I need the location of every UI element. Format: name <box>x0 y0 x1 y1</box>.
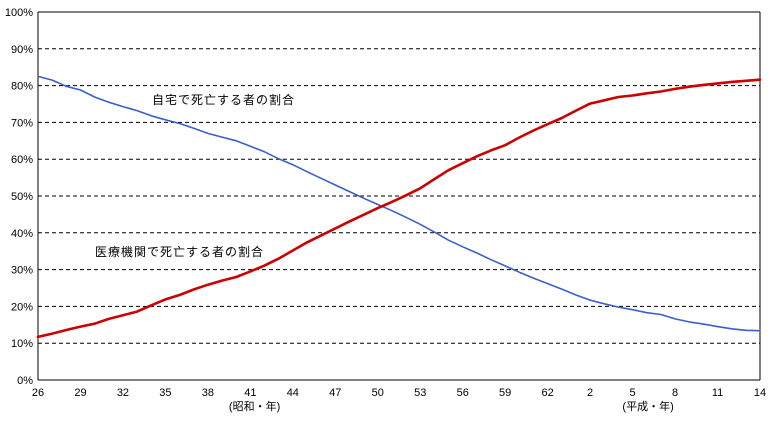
y-tick-label: 70% <box>11 117 33 129</box>
x-tick-label: 5 <box>630 387 636 399</box>
x-tick-label: 26 <box>32 387 44 399</box>
x-tick-label: 29 <box>74 387 86 399</box>
x-tick-label: 41 <box>244 387 256 399</box>
y-tick-label: 60% <box>11 154 33 166</box>
y-tick-label: 0% <box>17 375 33 387</box>
home-death-line <box>37 75 761 332</box>
y-tick-label: 80% <box>11 81 33 93</box>
y-tick-label: 10% <box>11 338 33 350</box>
x-tick-label: 47 <box>329 387 341 399</box>
era-label: (平成・年) <box>622 399 673 413</box>
era-label: (昭和・年) <box>229 399 280 413</box>
x-tick-label: 14 <box>754 387 766 399</box>
home-death-series-label: 自宅で死亡する者の割合 <box>152 93 296 107</box>
x-tick-label: 32 <box>117 387 129 399</box>
x-tick-label: 53 <box>414 387 426 399</box>
x-tick-label: 62 <box>542 387 554 399</box>
y-tick-label: 40% <box>11 228 33 240</box>
y-tick-label: 20% <box>11 301 33 313</box>
x-tick-label: 35 <box>159 387 171 399</box>
x-tick-label: 8 <box>672 387 678 399</box>
y-tick-label: 100% <box>5 7 33 19</box>
medical-death-line <box>36 78 762 339</box>
x-tick-label: 38 <box>202 387 214 399</box>
x-tick-label: 11 <box>712 387 723 399</box>
x-tick-label: 56 <box>457 387 469 399</box>
x-tick-label: 59 <box>499 387 511 399</box>
x-tick-label: 50 <box>372 387 384 399</box>
y-tick-label: 50% <box>11 191 33 203</box>
x-tick-label: 2 <box>587 387 593 399</box>
x-tick-label: 44 <box>287 387 299 399</box>
medical-death-series-label: 医療機関で死亡する者の割合 <box>95 245 265 259</box>
y-tick-label: 30% <box>11 265 33 277</box>
y-tick-label: 90% <box>11 44 33 56</box>
